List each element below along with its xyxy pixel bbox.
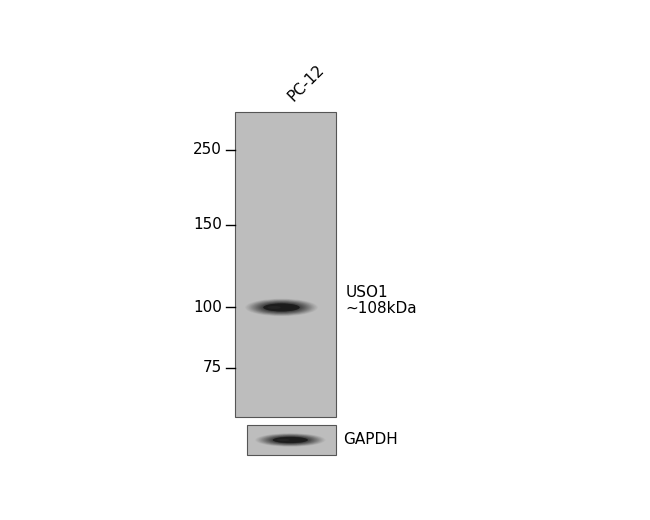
Ellipse shape — [269, 436, 311, 444]
Ellipse shape — [254, 301, 309, 314]
Ellipse shape — [272, 436, 308, 444]
Text: GAPDH: GAPDH — [343, 433, 398, 448]
Ellipse shape — [265, 435, 316, 445]
Ellipse shape — [275, 437, 306, 443]
Ellipse shape — [259, 302, 304, 313]
Ellipse shape — [270, 436, 310, 444]
Ellipse shape — [276, 437, 304, 443]
Ellipse shape — [268, 306, 281, 309]
Ellipse shape — [268, 304, 295, 311]
Ellipse shape — [255, 301, 308, 314]
Ellipse shape — [258, 302, 306, 313]
Ellipse shape — [279, 438, 302, 442]
Ellipse shape — [257, 302, 306, 314]
Ellipse shape — [269, 304, 294, 310]
Ellipse shape — [272, 437, 308, 443]
Ellipse shape — [277, 439, 290, 441]
Ellipse shape — [270, 436, 311, 444]
Text: USO1: USO1 — [346, 285, 388, 300]
Bar — [248, 425, 335, 455]
Ellipse shape — [267, 436, 313, 445]
Ellipse shape — [256, 301, 307, 314]
Text: 250: 250 — [193, 142, 222, 157]
Ellipse shape — [263, 304, 300, 311]
Ellipse shape — [266, 304, 296, 311]
Text: 100: 100 — [193, 300, 222, 315]
Ellipse shape — [265, 304, 298, 311]
Ellipse shape — [268, 436, 313, 444]
Text: PC-12: PC-12 — [285, 62, 328, 105]
Ellipse shape — [266, 435, 315, 445]
Ellipse shape — [267, 304, 296, 311]
Text: 75: 75 — [203, 360, 222, 375]
Bar — [235, 112, 335, 417]
Ellipse shape — [266, 435, 314, 445]
Ellipse shape — [261, 303, 302, 313]
Ellipse shape — [259, 302, 304, 313]
Ellipse shape — [254, 301, 309, 314]
Ellipse shape — [278, 437, 304, 443]
Ellipse shape — [262, 303, 301, 312]
Ellipse shape — [273, 437, 307, 443]
Ellipse shape — [265, 303, 298, 311]
Ellipse shape — [270, 305, 293, 310]
Ellipse shape — [264, 303, 299, 311]
Text: ~108kDa: ~108kDa — [346, 301, 417, 316]
Ellipse shape — [278, 438, 302, 443]
Ellipse shape — [264, 435, 317, 445]
Ellipse shape — [260, 302, 303, 313]
Ellipse shape — [263, 435, 317, 445]
Ellipse shape — [263, 303, 300, 312]
Ellipse shape — [276, 437, 305, 443]
Ellipse shape — [272, 436, 309, 444]
Ellipse shape — [274, 437, 307, 443]
Text: 150: 150 — [193, 217, 222, 232]
